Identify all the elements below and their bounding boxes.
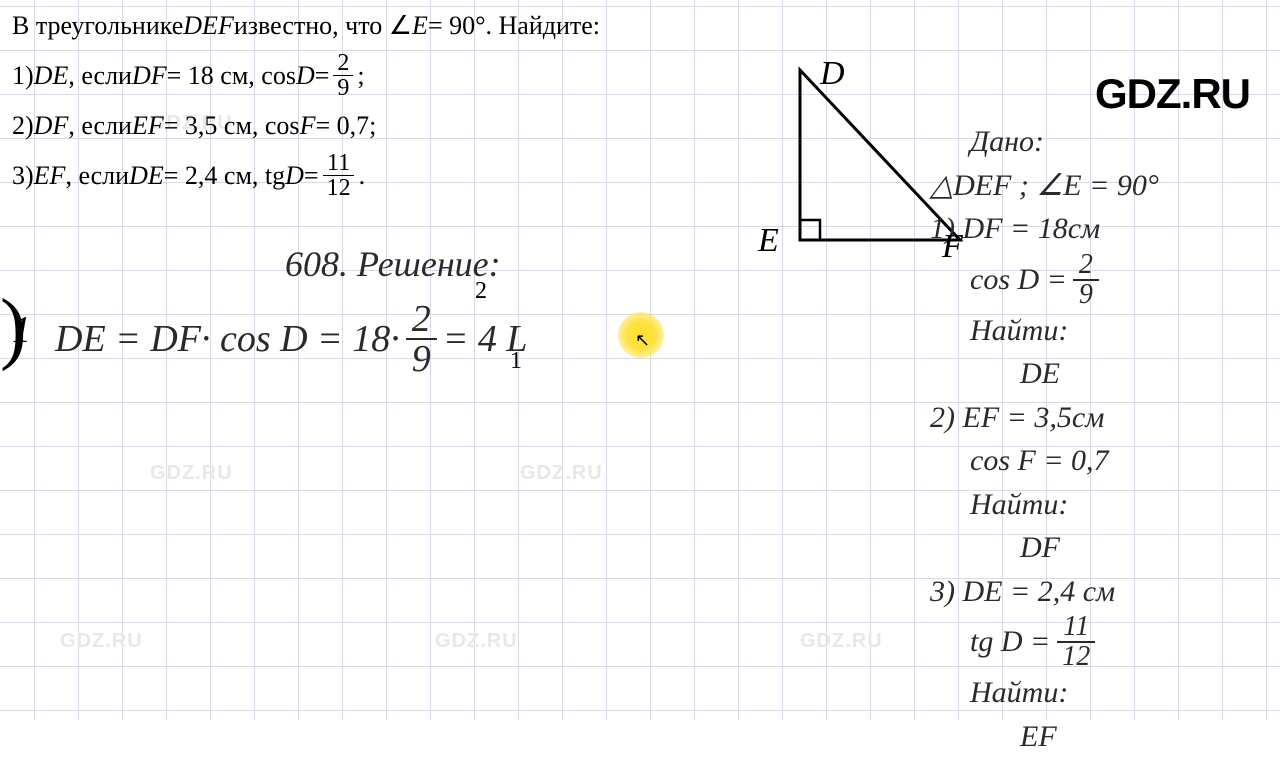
text-italic: DE xyxy=(129,156,164,195)
given-heading: Дано: xyxy=(930,120,1260,164)
vertex-label-d: D xyxy=(820,55,845,93)
cursor-icon: ↖ xyxy=(635,330,650,351)
problem-part-3: 3) EF , если DE = 2,4 см, tg D = 11 12 . xyxy=(12,151,792,200)
find-heading: Найти: xyxy=(930,483,1260,527)
vertex-label-f: F xyxy=(942,228,963,266)
text-italic: DEF xyxy=(183,6,234,45)
text-italic: EF xyxy=(132,106,164,145)
given-line: 3) DE = 2,4 см xyxy=(930,570,1260,614)
given-line: 1) DF = 18см xyxy=(930,207,1260,251)
fraction-denominator: 9 xyxy=(1073,281,1099,309)
text: = 3,5 см, cos xyxy=(164,106,300,145)
find-value: DE xyxy=(930,352,1260,396)
text: , если xyxy=(68,56,132,95)
text: , если xyxy=(68,106,132,145)
problem-part-1: 1) DE , если DF = 18 см, cos D = 2 9 ; xyxy=(12,51,792,100)
expr-text: = 4 L xyxy=(443,317,528,361)
fraction-denominator: 9 xyxy=(333,76,353,100)
right-angle-mark xyxy=(800,220,820,240)
given-line: 2) EF = 3,5см xyxy=(930,396,1260,440)
text: = 90°. Найдите: xyxy=(428,6,600,45)
fraction-numerator: 11 xyxy=(323,151,354,176)
vertex-label-e: E xyxy=(758,222,779,260)
problem-part-2: 2) DF , если EF = 3,5 см, cos F = 0,7; xyxy=(12,106,792,145)
watermark: GDZ.RU xyxy=(150,462,233,485)
text-italic: D xyxy=(285,156,304,195)
fraction-denominator: 9 xyxy=(406,340,437,378)
text-italic: E xyxy=(412,6,428,45)
problem-intro: В треугольнике DEF известно, что ∠ E = 9… xyxy=(12,6,792,45)
fraction: 2 9 xyxy=(333,51,353,100)
fraction-numerator: 2 xyxy=(333,51,353,76)
fraction-numerator: 2 xyxy=(1073,251,1099,281)
text: = 0,7; xyxy=(315,106,376,145)
text: 2) xyxy=(12,106,34,145)
text-italic: DE xyxy=(34,56,69,95)
fraction-denominator: 12 xyxy=(1056,643,1096,671)
given-line: △DEF ; ∠E = 90° xyxy=(930,164,1260,208)
text: . xyxy=(359,156,366,195)
given-line: tg D = 11 12 xyxy=(930,613,1260,671)
given-line: cos F = 0,7 xyxy=(930,439,1260,483)
text: , если xyxy=(65,156,129,195)
find-value: DF xyxy=(930,526,1260,570)
find-heading: Найти: xyxy=(930,309,1260,353)
expr-text: DE = DF· cos D = 18· xyxy=(55,317,400,361)
text: 1) xyxy=(12,56,34,95)
watermark: GDZ.RU xyxy=(800,630,883,653)
text-italic: F xyxy=(300,106,316,145)
hand-fraction: 11 12 xyxy=(1056,613,1096,671)
given-block: Дано: △DEF ; ∠E = 90° 1) DF = 18см cos D… xyxy=(930,120,1260,758)
solution-heading: 608. Решение: xyxy=(285,243,501,285)
fraction-numerator: 11 xyxy=(1057,613,1095,643)
text: 3) xyxy=(12,156,34,195)
solution-line-1: DE = DF· cos D = 18· 2 9 = 4 L xyxy=(55,300,527,378)
text: = xyxy=(304,156,319,195)
fraction: 11 12 xyxy=(323,151,355,200)
text: = 2,4 см, tg xyxy=(164,156,285,195)
fraction-numerator: 2 xyxy=(406,300,437,340)
text-italic: EF xyxy=(34,156,66,195)
fraction-denominator: 12 xyxy=(323,176,355,200)
text-italic: DF xyxy=(132,56,167,95)
find-heading: Найти: xyxy=(930,671,1260,715)
brace: ) xyxy=(0,300,27,356)
text: В треугольнике xyxy=(12,6,183,45)
text: tg D = xyxy=(970,620,1050,664)
site-logo: GDZ.RU xyxy=(1095,70,1250,118)
text: известно, что ∠ xyxy=(234,6,412,45)
text-italic: DF xyxy=(34,106,69,145)
text-italic: D xyxy=(296,56,315,95)
given-line: cos D = 2 9 xyxy=(930,251,1260,309)
text: = xyxy=(315,56,330,95)
watermark: GDZ.RU xyxy=(520,462,603,485)
watermark: GDZ.RU xyxy=(435,630,518,653)
watermark: GDZ.RU xyxy=(60,630,143,653)
find-value: EF xyxy=(930,715,1260,758)
hand-fraction: 2 9 xyxy=(406,300,437,378)
text: ; xyxy=(357,56,364,95)
hand-fraction: 2 9 xyxy=(1073,251,1099,309)
text: = 18 см, cos xyxy=(167,56,296,95)
text: cos D = xyxy=(970,258,1067,302)
problem-statement: В треугольнике DEF известно, что ∠ E = 9… xyxy=(12,6,792,206)
